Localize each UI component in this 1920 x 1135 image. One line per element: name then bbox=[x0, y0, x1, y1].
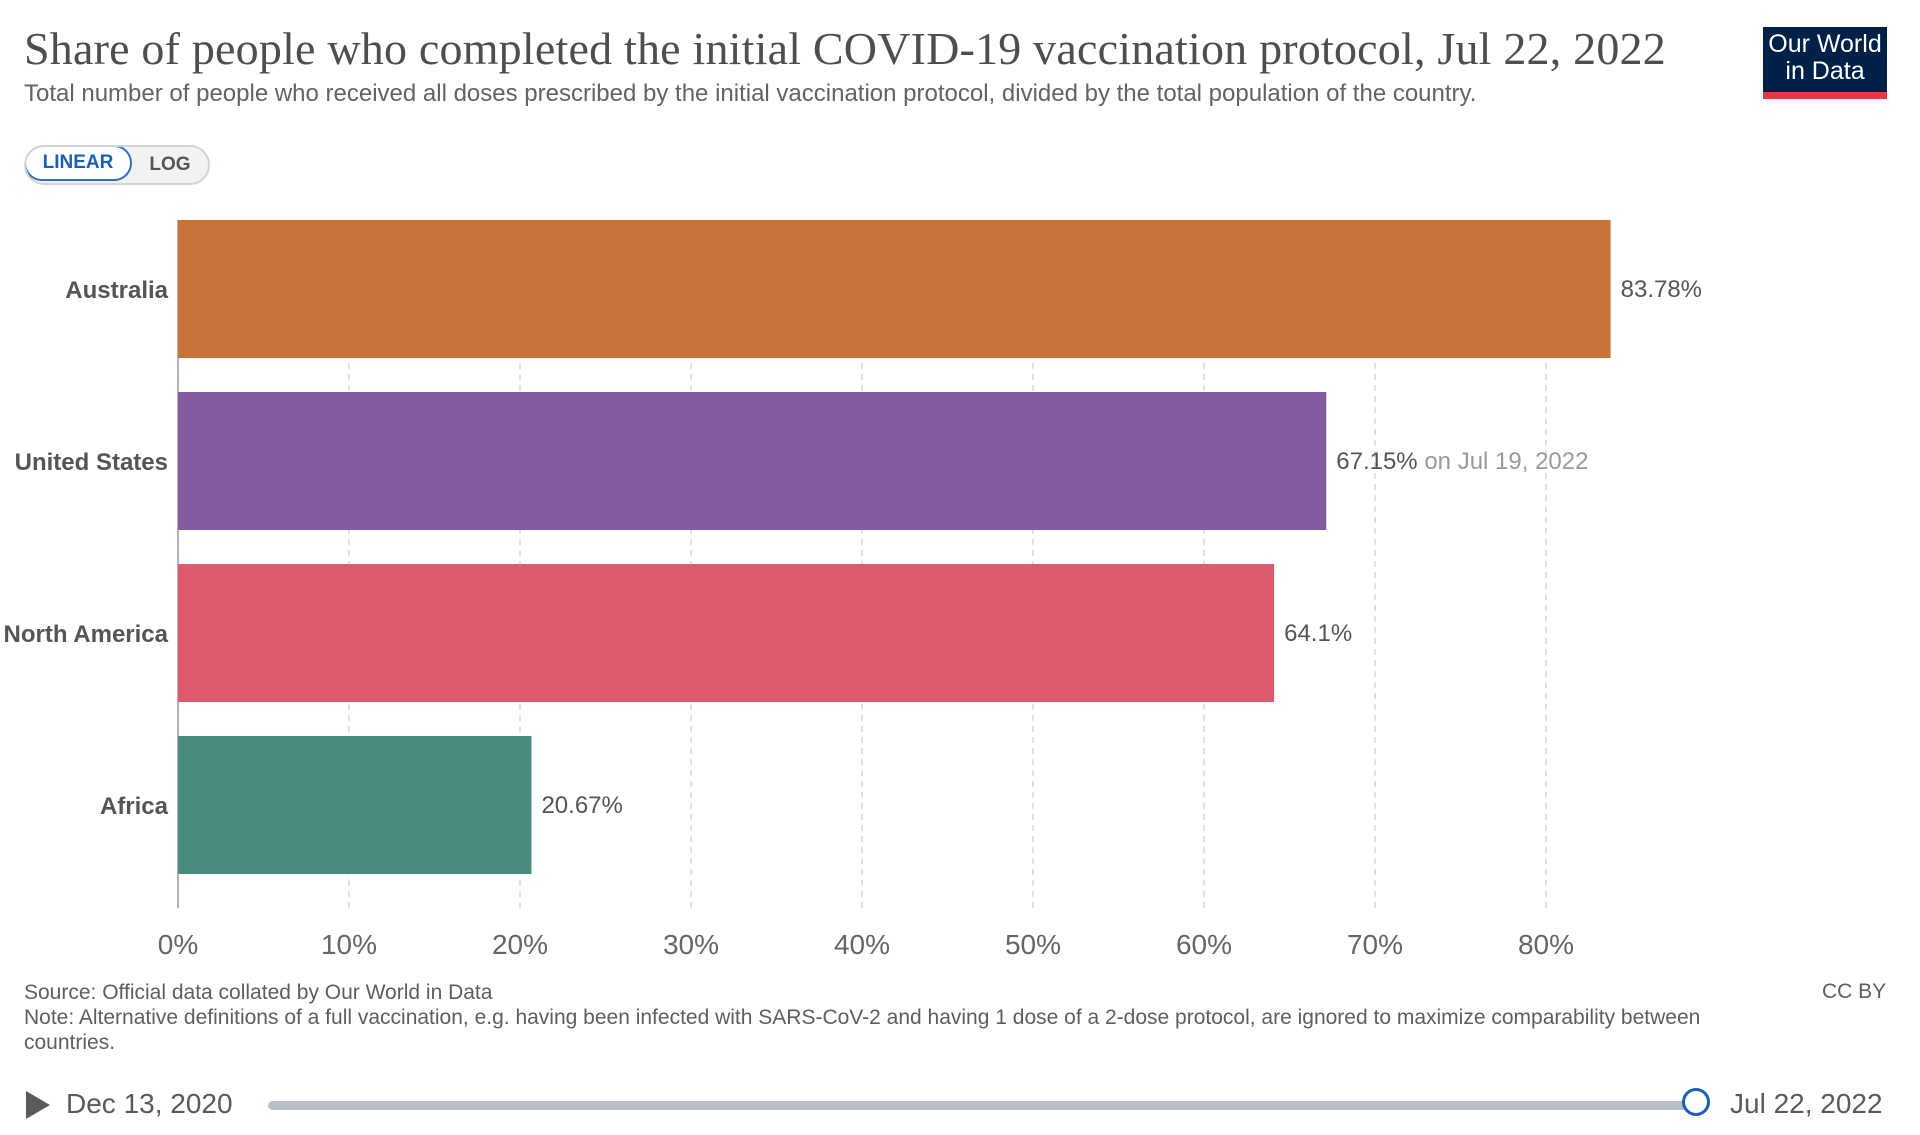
category-label: United States bbox=[15, 449, 168, 476]
x-tick-label: 60% bbox=[1176, 929, 1232, 960]
log-scale-button[interactable]: LOG bbox=[149, 154, 191, 175]
x-tick-label: 80% bbox=[1518, 929, 1574, 960]
bar-chart: 0% 10% 20% 30% 40% 50% 60% 70% 80% Australia 83.78… bbox=[4, 220, 1702, 960]
source-text: Source: Official data collated by Our Wo… bbox=[24, 981, 493, 1004]
scale-toggle: LINEAR LOG bbox=[24, 145, 210, 185]
x-tick-label: 40% bbox=[834, 929, 890, 960]
chart-subtitle: Total number of people who received all … bbox=[24, 80, 1477, 107]
category-label: Australia bbox=[65, 277, 168, 304]
bar[interactable] bbox=[178, 220, 1611, 358]
category-label: North America bbox=[4, 621, 169, 648]
linear-scale-button[interactable]: LINEAR bbox=[26, 147, 132, 181]
timeline-end-label: Jul 22, 2022 bbox=[1730, 1088, 1883, 1119]
value-note: on Jul 19, 2022 bbox=[1418, 448, 1589, 475]
value-label: 20.67% bbox=[541, 792, 622, 819]
play-icon[interactable] bbox=[26, 1091, 50, 1119]
bar[interactable] bbox=[178, 564, 1275, 702]
logo-line-1: Our World bbox=[1768, 30, 1882, 58]
bar[interactable] bbox=[178, 736, 532, 874]
license-link[interactable]: CC BY bbox=[1822, 980, 1887, 1003]
x-tick-label: 20% bbox=[492, 929, 548, 960]
value-label: 83.78% bbox=[1621, 276, 1702, 303]
note-text: Note: Alternative definitions of a full … bbox=[24, 1006, 1701, 1054]
x-tick-label: 50% bbox=[1005, 929, 1061, 960]
chart-title: Share of people who completed the initia… bbox=[24, 23, 1666, 74]
value-label: 64.1% bbox=[1284, 620, 1352, 647]
timeline: Dec 13, 2020 Jul 22, 2022 bbox=[0, 1085, 1920, 1125]
chart-footer: Source: Official data collated by Our Wo… bbox=[24, 980, 1794, 1055]
category-label: Africa bbox=[100, 793, 169, 820]
timeline-start-label: Dec 13, 2020 bbox=[66, 1088, 233, 1119]
logo-line-2: in Data bbox=[1785, 57, 1865, 85]
bar[interactable] bbox=[178, 392, 1327, 530]
x-tick-label: 10% bbox=[321, 929, 377, 960]
value-label: 67.15% on Jul 19, 2022 bbox=[1336, 448, 1588, 475]
x-tick-label: 30% bbox=[663, 929, 719, 960]
timeline-track[interactable] bbox=[268, 1101, 1698, 1110]
timeline-handle[interactable] bbox=[1682, 1088, 1710, 1116]
owid-logo[interactable]: Our World in Data bbox=[1763, 27, 1887, 99]
x-tick-label: 0% bbox=[158, 929, 198, 960]
x-tick-label: 70% bbox=[1347, 929, 1403, 960]
